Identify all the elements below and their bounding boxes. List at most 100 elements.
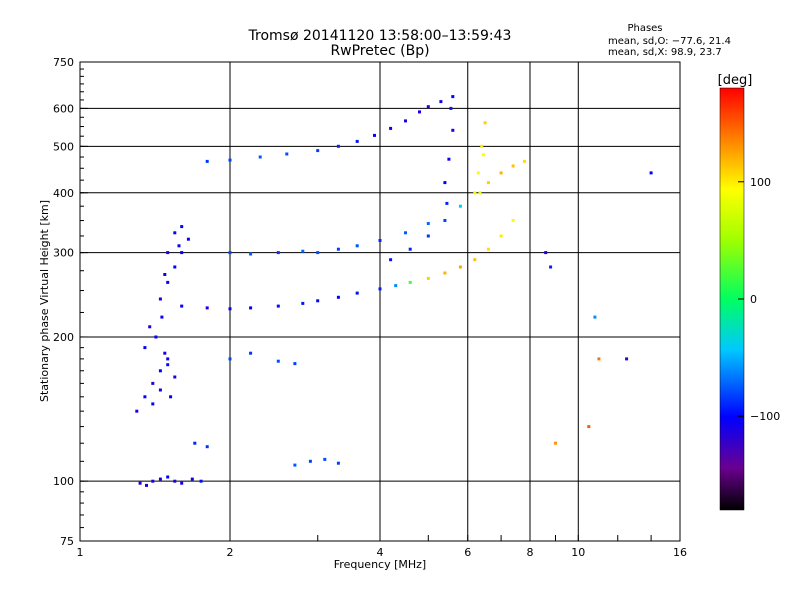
x-tick-label: 2: [227, 546, 234, 559]
data-point: [158, 477, 162, 481]
data-point: [151, 479, 155, 483]
data-point: [205, 159, 209, 163]
colorbar-tick-label: −100: [750, 410, 780, 423]
y-tick-label: 200: [53, 331, 74, 344]
data-point: [316, 251, 320, 255]
data-point: [554, 441, 557, 445]
data-point: [336, 247, 340, 251]
x-axis-ticks: 1 2 4 6 8 10 16: [77, 535, 687, 559]
data-point: [276, 251, 280, 255]
data-point: [193, 441, 197, 445]
data-point: [404, 119, 407, 123]
data-point: [473, 191, 477, 195]
data-point: [378, 239, 382, 242]
data-point: [486, 181, 490, 185]
data-point: [276, 359, 280, 363]
y-tick-label: 750: [53, 56, 74, 69]
data-point: [205, 306, 209, 310]
data-point: [249, 351, 253, 355]
data-point: [523, 159, 526, 163]
y-tick-label: 300: [53, 247, 74, 260]
data-point: [158, 388, 162, 392]
colorbar-ticks: 100 0 −100: [738, 176, 780, 423]
data-point: [418, 110, 421, 114]
data-point: [154, 335, 158, 339]
data-point: [180, 481, 184, 485]
data-point: [439, 100, 443, 104]
data-point: [205, 445, 209, 449]
data-point: [355, 291, 359, 295]
data-point: [316, 299, 320, 303]
data-point: [173, 231, 177, 235]
data-point: [451, 95, 455, 99]
data-point: [389, 258, 393, 262]
data-point: [483, 121, 487, 125]
data-point: [180, 225, 184, 229]
data-point: [336, 144, 340, 148]
data-point: [443, 219, 447, 222]
y-tick-label: 600: [53, 102, 74, 115]
data-point: [180, 251, 184, 255]
data-point: [587, 425, 591, 429]
data-point: [285, 152, 289, 156]
data-point: [173, 375, 177, 379]
data-point: [151, 402, 155, 406]
data-point: [158, 369, 162, 373]
data-point: [276, 304, 280, 308]
data-point: [186, 237, 190, 241]
data-point: [355, 139, 359, 143]
colorbar-label: [deg]: [718, 73, 753, 88]
data-point: [336, 461, 340, 465]
data-point: [228, 158, 232, 162]
data-point: [163, 351, 167, 355]
data-point: [228, 357, 232, 361]
data-point: [408, 280, 412, 284]
data-point: [160, 315, 164, 319]
data-point: [177, 244, 181, 248]
colorbar: [deg] 100 0 −100: [718, 73, 780, 511]
x-axis-label: Frequency [MHz]: [334, 558, 426, 571]
data-point: [426, 276, 430, 280]
y-axis-label: Stationary phase Virtual Height [km]: [38, 200, 51, 402]
data-point: [458, 204, 462, 208]
data-point: [426, 105, 430, 109]
data-point: [163, 273, 167, 276]
data-point: [249, 306, 253, 310]
data-point: [228, 307, 232, 311]
data-point: [445, 201, 449, 205]
data-point: [447, 157, 451, 161]
data-point: [143, 346, 147, 350]
data-point: [336, 295, 340, 299]
data-point: [355, 244, 359, 248]
data-point: [544, 251, 548, 255]
data-points: [135, 95, 653, 487]
data-point: [649, 171, 653, 175]
data-point: [481, 153, 485, 157]
data-point: [449, 106, 453, 110]
data-point: [323, 457, 327, 461]
data-point: [316, 149, 320, 153]
y-tick-label: 75: [60, 535, 74, 548]
data-point: [476, 171, 480, 175]
y-tick-label: 500: [53, 140, 74, 153]
data-point: [138, 481, 142, 485]
data-point: [511, 164, 515, 168]
data-point: [480, 144, 484, 148]
title-block: Tromsø 20141120 13:58:00–13:59:43 RwPret…: [248, 28, 512, 59]
x-tick-label: 16: [673, 546, 687, 559]
data-point: [173, 265, 177, 269]
data-point: [166, 363, 170, 367]
x-tick-label: 8: [527, 546, 534, 559]
data-point: [426, 222, 430, 225]
data-point: [135, 409, 139, 413]
data-point: [426, 234, 430, 238]
data-point: [158, 297, 162, 301]
data-point: [373, 133, 376, 137]
data-point: [249, 252, 253, 256]
data-point: [478, 191, 482, 195]
data-point: [173, 479, 177, 483]
data-point: [593, 315, 597, 319]
data-point: [301, 249, 305, 253]
data-point: [451, 128, 455, 132]
data-point: [293, 362, 297, 366]
